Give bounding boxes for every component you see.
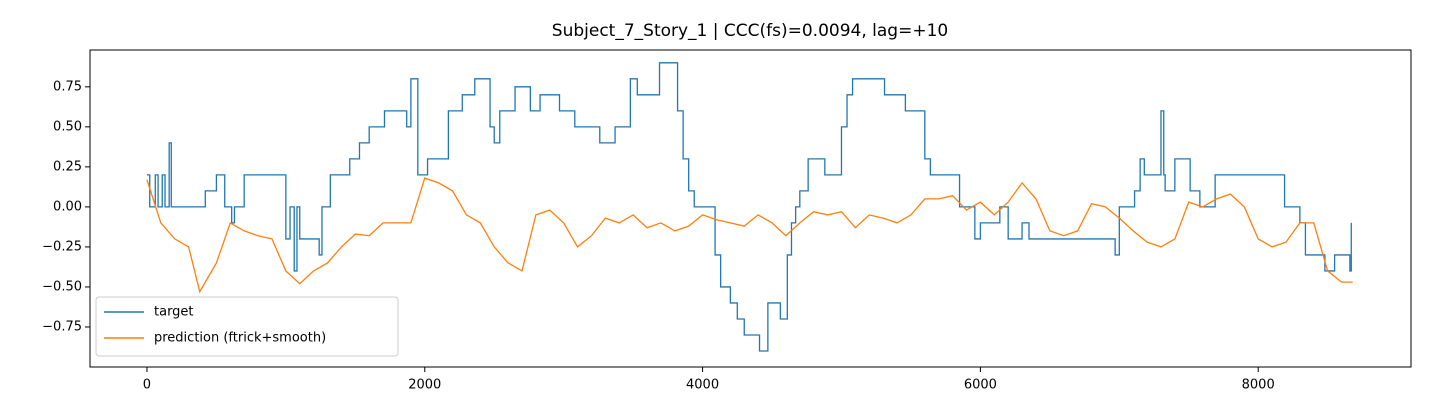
y-tick-label: 0.50 [53,119,82,134]
x-tick-label: 0 [143,378,151,393]
chart-title: Subject_7_Story_1 | CCC(fs)=0.0094, lag=… [552,21,948,41]
y-tick-label: −0.25 [42,239,82,254]
y-tick-label: 0.25 [53,159,82,174]
y-tick-label: 0.00 [53,199,82,214]
x-tick-label: 4000 [686,378,719,393]
x-tick-label: 8000 [1242,378,1275,393]
legend-label: target [154,305,194,320]
legend-box [95,296,399,357]
series-line [146,62,1352,352]
x-tick-label: 6000 [964,378,997,393]
y-tick-label: −0.75 [42,319,82,334]
x-tick-label: 2000 [408,378,441,393]
legend-label: prediction (ftrick+smooth) [154,331,326,346]
plot-frame [89,49,1412,368]
series-line [146,177,1353,294]
y-tick-label: 0.75 [53,79,82,94]
y-tick-label: −0.50 [42,279,82,294]
